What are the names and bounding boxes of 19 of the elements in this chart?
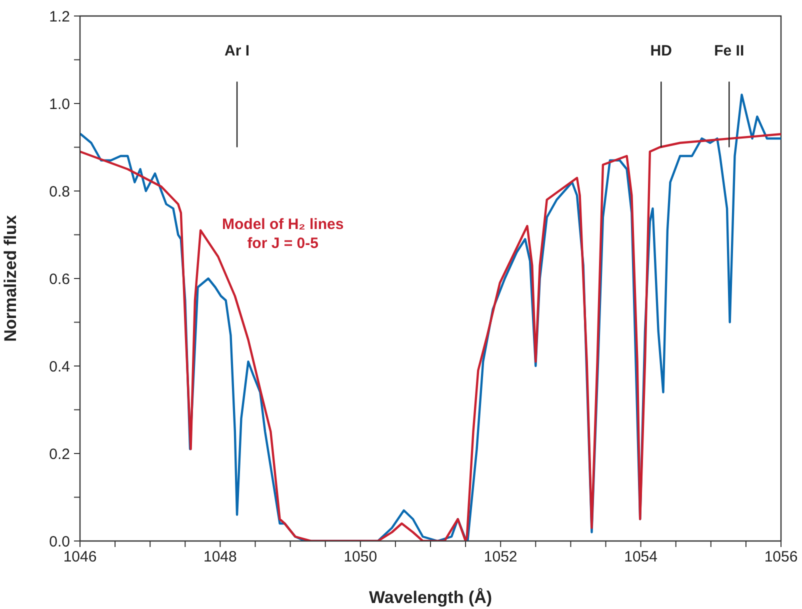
- ref-line-label: Fe II: [714, 42, 744, 60]
- x-tick-label: 1052: [484, 548, 518, 566]
- x-tick-label: 1050: [344, 548, 378, 566]
- y-tick-label: 1.2: [49, 8, 70, 26]
- y-tick-label: 1.0: [49, 96, 70, 113]
- x-axis-title: Wavelength (Å): [368, 588, 492, 607]
- y-axis-title: Normalized flux: [1, 214, 20, 342]
- y-tick-label: 0.0: [49, 533, 70, 550]
- y-tick-label: 0.2: [49, 446, 70, 463]
- y-tick-label: 0.6: [49, 270, 70, 288]
- x-tick-label: 1054: [624, 548, 658, 566]
- y-tick-label: 0.4: [49, 358, 70, 376]
- series-label: Model of H₂ lines for J = 0-5: [222, 215, 344, 253]
- ref-line-label: Ar I: [224, 42, 250, 60]
- ref-line-label: HD: [650, 42, 672, 60]
- x-tick-label: 1048: [204, 548, 237, 566]
- x-tick-label: 1056: [764, 548, 798, 566]
- x-tick-label: 1046: [63, 548, 97, 566]
- y-tick-label: 0.8: [49, 183, 70, 200]
